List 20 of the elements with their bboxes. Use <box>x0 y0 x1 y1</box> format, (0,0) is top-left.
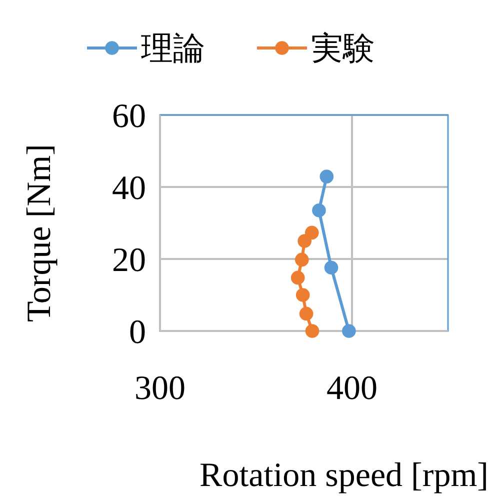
x-axis-title: Rotation speed [rpm] <box>200 457 488 494</box>
y-tick-label: 0 <box>129 314 146 351</box>
legend-label: 理論 <box>141 29 205 68</box>
point <box>299 306 314 321</box>
point <box>296 288 310 302</box>
point <box>305 324 320 338</box>
y-tick-label: 20 <box>112 242 146 279</box>
point <box>342 324 356 338</box>
point <box>304 226 319 240</box>
legend-label: 実験 <box>311 29 375 68</box>
point <box>320 170 334 184</box>
point <box>294 252 309 267</box>
point <box>312 204 326 218</box>
x-tick-label: 400 <box>326 370 378 407</box>
point <box>324 260 338 275</box>
y-axis-title: Torque [Nm] <box>21 144 58 322</box>
y-tick-label: 60 <box>112 98 146 135</box>
point <box>290 270 305 285</box>
y-tick-label: 40 <box>112 170 146 207</box>
x-tick-label: 300 <box>134 370 186 407</box>
